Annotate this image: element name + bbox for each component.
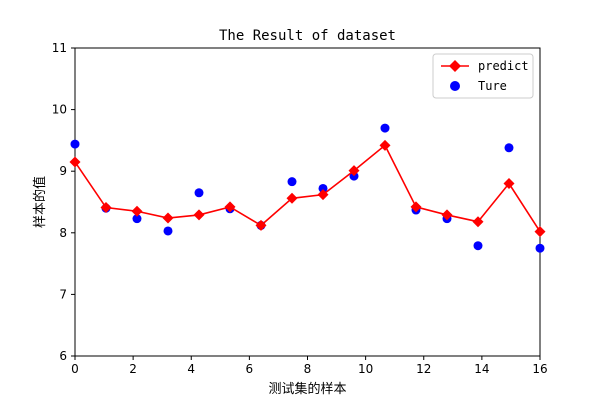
- plot-area: 0 2 4 6 8 10 12 14 16 6 7 8 9 10 11: [52, 41, 548, 376]
- predict-point: [534, 226, 546, 238]
- predict-point: [131, 205, 143, 217]
- y-tick-label: 9: [59, 164, 67, 178]
- ture-point: [132, 214, 142, 224]
- predict-point: [193, 209, 205, 221]
- predict-point: [317, 189, 329, 201]
- axis-ticks: 0 2 4 6 8 10 12 14 16 6 7 8 9 10 11: [52, 41, 548, 376]
- x-tick-label: 2: [129, 362, 137, 376]
- predict-point: [255, 219, 267, 231]
- legend-predict-label: predict: [478, 59, 529, 73]
- y-axis-title: 样本的值: [32, 176, 48, 228]
- x-tick-label: 4: [187, 362, 195, 376]
- predict-point: [224, 201, 236, 213]
- chart-title: The Result of dataset: [219, 28, 396, 44]
- y-tick-label: 11: [52, 41, 67, 55]
- ture-point: [349, 171, 359, 181]
- predict-point: [472, 216, 484, 228]
- ture-point: [318, 183, 328, 193]
- predict-point: [503, 178, 515, 190]
- ture-point: [70, 139, 80, 149]
- y-tick-label: 7: [59, 287, 67, 301]
- y-tick-label: 8: [59, 226, 67, 240]
- predict-point: [286, 192, 298, 204]
- x-axis-title: 测试集的样本: [268, 381, 346, 397]
- legend-ture-marker: [450, 81, 460, 91]
- x-tick-label: 16: [532, 362, 547, 376]
- predict-point: [379, 139, 391, 151]
- predict-point: [100, 202, 112, 214]
- ture-point: [380, 123, 390, 133]
- ture-point: [163, 226, 173, 236]
- x-tick-label: 12: [416, 362, 431, 376]
- predict-point: [69, 156, 81, 168]
- ture-point: [535, 243, 545, 253]
- x-tick-label: 6: [246, 362, 254, 376]
- x-tick-label: 10: [358, 362, 373, 376]
- x-tick-label: 14: [474, 362, 489, 376]
- ture-point: [504, 143, 514, 153]
- y-tick-label: 6: [59, 349, 67, 363]
- legend-ture-label: Ture: [478, 79, 507, 93]
- ture-point: [194, 188, 204, 198]
- x-tick-label: 0: [71, 362, 79, 376]
- ture-point: [473, 241, 483, 251]
- predict-point: [410, 201, 422, 213]
- predict-point: [441, 209, 453, 221]
- predict-line: [74, 144, 541, 233]
- ture-point: [287, 177, 297, 187]
- y-tick-label: 10: [52, 103, 67, 117]
- x-tick-label: 8: [304, 362, 312, 376]
- predict-point: [162, 212, 174, 224]
- predict-point: [348, 165, 360, 177]
- series-layer: [69, 123, 546, 253]
- legend: predict Ture: [432, 53, 534, 99]
- legend-predict-marker: [449, 60, 461, 72]
